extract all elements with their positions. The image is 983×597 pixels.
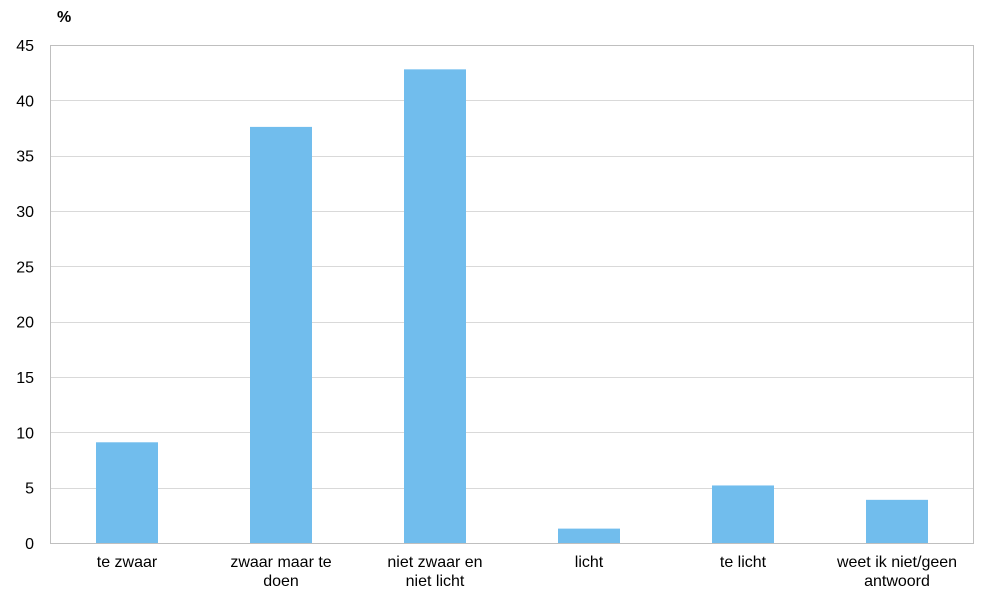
y-axis-unit-label: % bbox=[57, 9, 71, 26]
y-tick-label: 25 bbox=[16, 259, 34, 276]
bar bbox=[96, 442, 158, 543]
bar bbox=[712, 485, 774, 543]
x-category-label: te licht bbox=[720, 554, 767, 571]
y-tick-label: 0 bbox=[25, 536, 34, 553]
x-axis-category-labels: te zwaar zwaar maar te doen niet zwaar en ni… bbox=[97, 554, 957, 590]
y-tick-label: 40 bbox=[16, 93, 34, 110]
x-category-label: niet zwaar en bbox=[387, 554, 482, 571]
y-tick-label: 5 bbox=[25, 481, 34, 498]
bar bbox=[866, 499, 928, 543]
x-category-label: doen bbox=[263, 573, 299, 590]
y-tick-label: 10 bbox=[16, 425, 34, 442]
gridlines bbox=[50, 45, 974, 544]
bar bbox=[404, 69, 466, 543]
x-category-label: antwoord bbox=[864, 573, 930, 590]
y-axis-tick-labels: 0 5 10 15 20 25 30 35 40 45 bbox=[16, 38, 34, 553]
bar bbox=[250, 126, 312, 543]
y-tick-label: 45 bbox=[16, 38, 34, 55]
bars bbox=[96, 69, 928, 543]
y-tick-label: 30 bbox=[16, 204, 34, 221]
y-tick-label: 15 bbox=[16, 370, 34, 387]
x-category-label: zwaar maar te bbox=[230, 554, 331, 571]
y-tick-label: 35 bbox=[16, 149, 34, 166]
y-tick-label: 20 bbox=[16, 315, 34, 332]
x-category-label: te zwaar bbox=[97, 554, 158, 571]
plot-area-frame bbox=[50, 45, 974, 544]
bar bbox=[558, 528, 620, 543]
x-category-label: licht bbox=[575, 554, 604, 571]
x-category-label: weet ik niet/geen bbox=[836, 554, 957, 571]
x-category-label: niet licht bbox=[406, 573, 465, 590]
